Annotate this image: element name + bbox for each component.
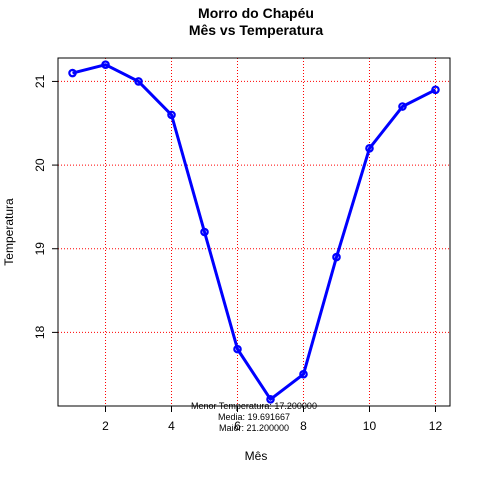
axes: 2 4 6 8 10 12 18 19 20 21 [33, 74, 442, 433]
data-point [299, 369, 308, 379]
data-point [266, 395, 275, 404]
series-layer [68, 60, 440, 404]
x-tick-label: 12 [429, 419, 443, 433]
chart-title: Morro do Chapéu [198, 5, 314, 21]
data-point [398, 102, 407, 111]
chart-subtitle: Mês vs Temperatura [189, 22, 324, 38]
annotation-max: Maior: 21.200000 [219, 423, 289, 433]
x-tick-label: 2 [102, 419, 109, 433]
data-point [332, 252, 341, 262]
x-tick-label: 8 [300, 419, 307, 433]
data-point [134, 77, 143, 86]
y-tick-label: 21 [33, 74, 47, 88]
x-axis-label: Mês [245, 449, 268, 463]
grid [58, 58, 450, 406]
series-line [72, 63, 437, 401]
data-point [68, 68, 77, 78]
annotation-mean: Media: 19.691667 [218, 412, 290, 422]
data-point [167, 110, 176, 120]
data-point [233, 344, 242, 354]
plot-area [57, 57, 451, 407]
data-point [365, 144, 374, 153]
data-point [101, 60, 110, 69]
y-tick-label: 19 [33, 242, 47, 256]
y-tick-label: 20 [33, 158, 47, 172]
y-axis-label: Temperatura [2, 198, 16, 266]
x-tick-label: 6 [234, 419, 241, 433]
y-tick-label: 18 [33, 325, 47, 339]
data-point [431, 85, 440, 95]
data-point [200, 227, 209, 237]
x-tick-label: 4 [168, 419, 175, 433]
annotation-min: Menor Temperatura: 17.200000 [191, 401, 317, 411]
x-tick-label: 10 [363, 419, 377, 433]
